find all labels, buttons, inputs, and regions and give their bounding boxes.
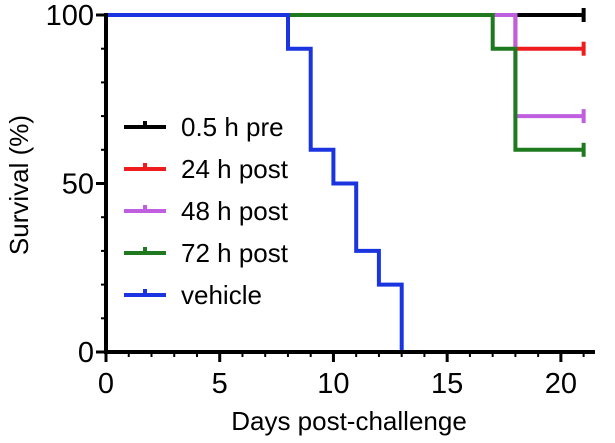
x-axis-title: Days post-challenge [231,406,467,436]
series-line-72-h-post [106,13,584,152]
series-line-24-h-post [106,13,584,51]
legend-label-0-5-h-pre: 0.5 h pre [181,112,284,142]
legend-label-48-h-post: 48 h post [181,196,289,226]
series-line-48-h-post [106,13,584,119]
x-tick-label-15: 15 [431,368,463,400]
y-tick-label-0: 0 [78,337,94,369]
x-tick-label-5: 5 [212,368,228,400]
x-tick-label-10: 10 [317,368,349,400]
x-tick-label-0: 0 [98,368,114,400]
legend-label-72-h-post: 72 h post [181,238,289,268]
y-tick-label-50: 50 [62,169,94,201]
series-line-vehicle [106,13,404,352]
axes-layer: 0 5 10 15 20 0 50 100 [46,0,595,400]
legend: 0.5 h pre 24 h post 48 h post 72 h post vehi… [124,112,289,310]
series-layer [106,8,586,352]
y-axis-title: Survival (%) [4,115,34,255]
x-tick-label-20: 20 [545,368,577,400]
legend-label-vehicle: vehicle [181,280,262,310]
legend-label-24-h-post: 24 h post [181,154,289,184]
y-tick-label-100: 100 [46,0,94,32]
